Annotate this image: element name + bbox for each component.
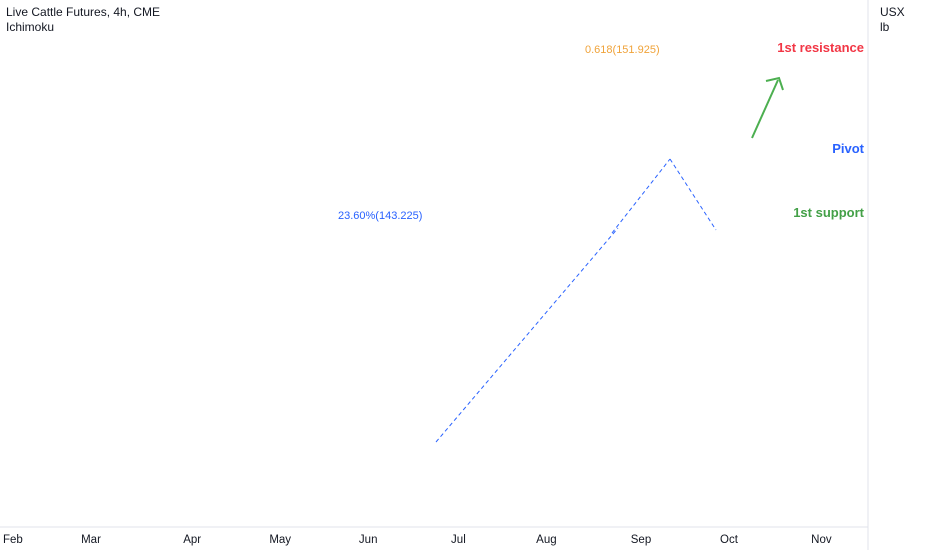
trendline — [435, 227, 619, 443]
x-tick-label: May — [269, 534, 291, 546]
trendline — [611, 158, 671, 234]
x-tick-label: Nov — [811, 534, 832, 546]
fib-618-label: 0.618(151.925) — [585, 44, 660, 56]
x-tick-label: Aug — [536, 534, 556, 546]
x-tick-label: Feb — [3, 534, 23, 546]
x-tick-label: Oct — [720, 534, 739, 546]
x-tick-label: Apr — [183, 534, 201, 546]
arrow-head-icon — [765, 76, 784, 91]
support-label: 1st support — [793, 205, 864, 220]
indicator-label: Ichimoku — [6, 20, 55, 34]
up-arrow-icon — [751, 79, 779, 139]
fib-23-label: 23.60%(143.225) — [338, 210, 422, 222]
symbol-title: Live Cattle Futures, 4h, CME — [6, 5, 161, 19]
pivot-label: Pivot — [832, 141, 864, 156]
unit-label: lb — [880, 20, 890, 34]
x-tick-label: Jul — [451, 534, 466, 546]
resistance-label: 1st resistance — [777, 40, 864, 55]
x-tick-label: Sep — [631, 534, 651, 546]
trendline — [669, 158, 717, 231]
x-tick-label: Jun — [359, 534, 378, 546]
x-tick-label: Mar — [81, 534, 101, 546]
currency-label: USX — [880, 5, 905, 19]
